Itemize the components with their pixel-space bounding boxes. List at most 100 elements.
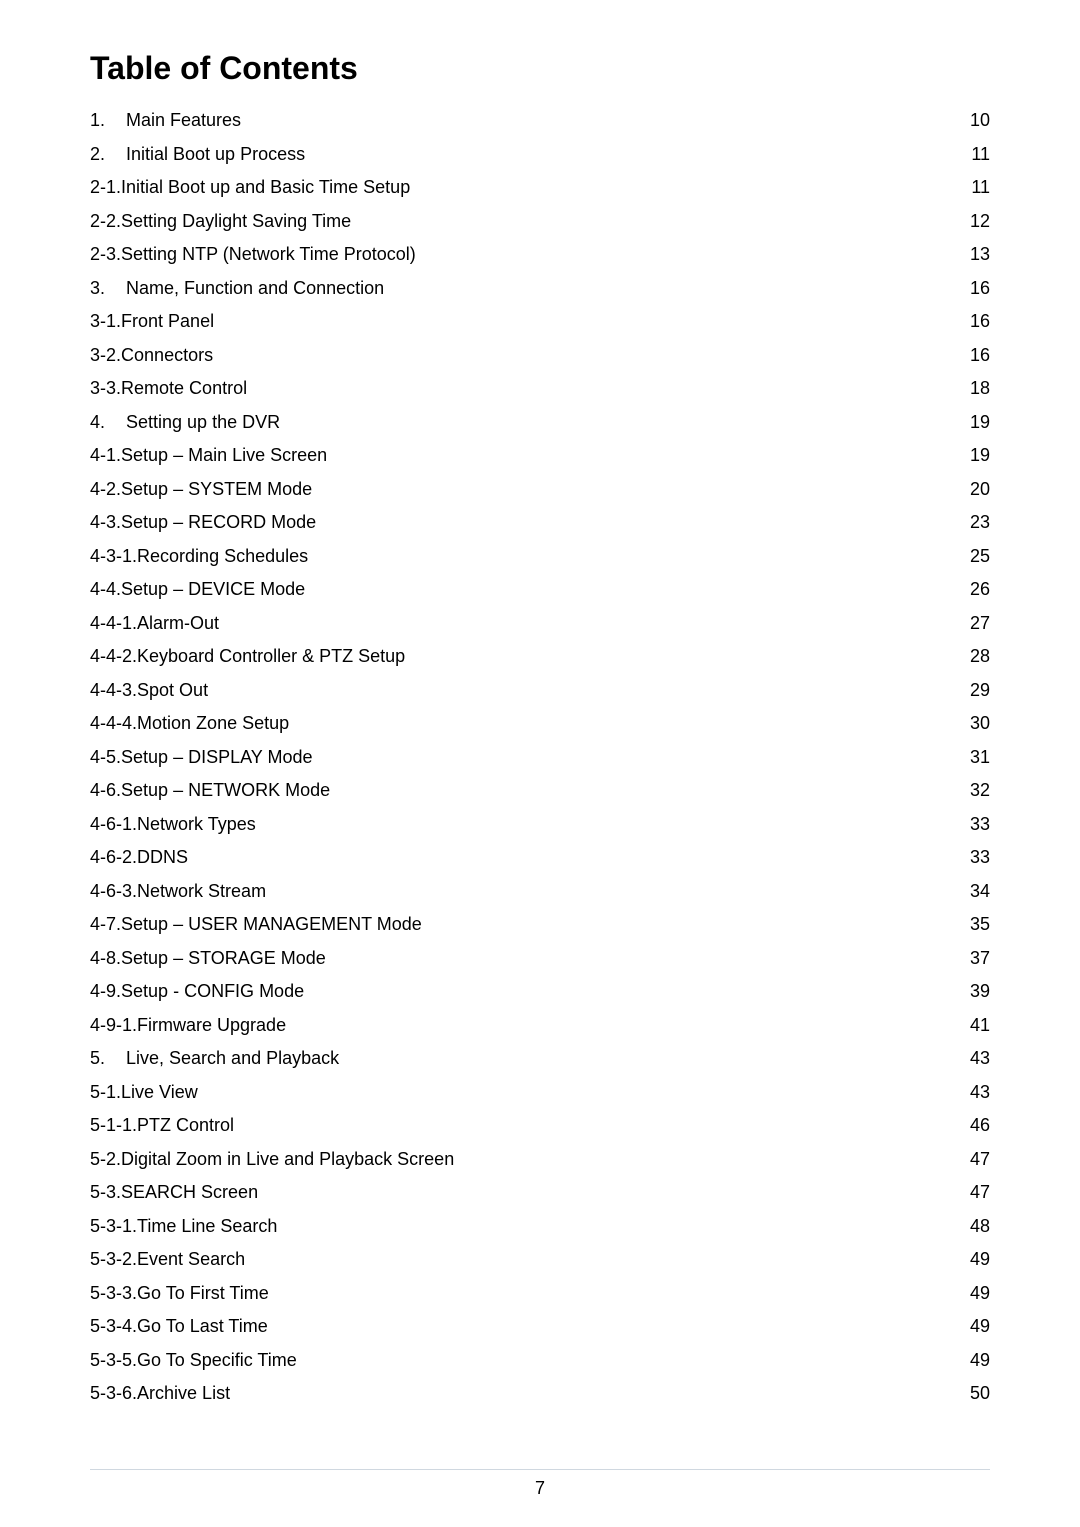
toc-entry-label: Keyboard Controller & PTZ Setup [137, 647, 405, 665]
toc-entry-number: 4-3. [90, 513, 121, 531]
toc-entry-page: 33 [964, 815, 990, 833]
toc-row: 2-2. Setting Daylight Saving Time12 [90, 212, 990, 230]
toc-entry-number: 4-4-3. [90, 681, 137, 699]
toc-entry-number: 4-2. [90, 480, 121, 498]
toc-entry-number: 2. [90, 145, 126, 163]
toc-entry-label: Setup – Main Live Screen [121, 446, 327, 464]
toc-entry-label: Setup – STORAGE Mode [121, 949, 326, 967]
toc-entry-page: 31 [964, 748, 990, 766]
toc-entry-label: Front Panel [121, 312, 214, 330]
toc-row: 5-1-1. PTZ Control46 [90, 1116, 990, 1134]
toc-entry-number: 5-3-5. [90, 1351, 137, 1369]
toc-entry-page: 49 [964, 1284, 990, 1302]
toc-entry-number: 4-6-1. [90, 815, 137, 833]
toc-entry-number: 5-1-1. [90, 1116, 137, 1134]
toc-row: 4-6-3. Network Stream34 [90, 882, 990, 900]
toc-row: 4-9. Setup - CONFIG Mode 39 [90, 982, 990, 1000]
toc-entry-page: 16 [964, 346, 990, 364]
toc-entry-label: Go To Last Time [137, 1317, 268, 1335]
toc-entry-number: 5-3-6. [90, 1384, 137, 1402]
table-of-contents: 1.Main Features 10 2.Initial Boot up Proc… [90, 111, 990, 1402]
toc-entry-page: 18 [964, 379, 990, 397]
toc-entry-page: 19 [964, 413, 990, 431]
toc-entry-page: 39 [964, 982, 990, 1000]
toc-row: 5-3-3. Go To First Time 49 [90, 1284, 990, 1302]
toc-entry-page: 37 [964, 949, 990, 967]
toc-entry-page: 16 [964, 279, 990, 297]
toc-row: 4-3. Setup – RECORD Mode 23 [90, 513, 990, 531]
toc-row: 4-4. Setup – DEVICE Mode26 [90, 580, 990, 598]
toc-entry-number: 4-4-1. [90, 614, 137, 632]
toc-entry-page: 26 [964, 580, 990, 598]
toc-row: 1.Main Features 10 [90, 111, 990, 129]
toc-entry-page: 27 [964, 614, 990, 632]
toc-entry-page: 11 [964, 178, 990, 196]
toc-row: 5-3-2. Event Search 49 [90, 1250, 990, 1268]
toc-entry-label: SEARCH Screen [121, 1183, 258, 1201]
page-title: Table of Contents [90, 50, 990, 87]
toc-entry-number: 4-7. [90, 915, 121, 933]
toc-row: 4-6-2. DDNS33 [90, 848, 990, 866]
toc-row: 4-5. Setup – DISPLAY Mode 31 [90, 748, 990, 766]
toc-row: 5-3-5. Go To Specific Time 49 [90, 1351, 990, 1369]
toc-entry-label: Archive List [137, 1384, 230, 1402]
toc-entry-label: Alarm-Out [137, 614, 219, 632]
toc-entry-page: 16 [964, 312, 990, 330]
page-number: 7 [535, 1478, 545, 1498]
toc-entry-number: 5-3-4. [90, 1317, 137, 1335]
toc-entry-page: 49 [964, 1351, 990, 1369]
toc-entry-page: 20 [964, 480, 990, 498]
toc-entry-number: 5-3. [90, 1183, 121, 1201]
toc-entry-number: 5-1. [90, 1083, 121, 1101]
toc-entry-page: 41 [964, 1016, 990, 1034]
toc-entry-label: Setup – RECORD Mode [121, 513, 316, 531]
toc-row: 3-3. Remote Control 18 [90, 379, 990, 397]
toc-entry-number: 3-2. [90, 346, 121, 364]
toc-entry-label: DDNS [137, 848, 188, 866]
toc-entry-page: 46 [964, 1116, 990, 1134]
toc-entry-page: 23 [964, 513, 990, 531]
toc-entry-label: Event Search [137, 1250, 245, 1268]
toc-entry-page: 33 [964, 848, 990, 866]
toc-entry-number: 2-2. [90, 212, 121, 230]
toc-row: 4-4-3. Spot Out 29 [90, 681, 990, 699]
toc-entry-label: Time Line Search [137, 1217, 277, 1235]
toc-entry-page: 30 [964, 714, 990, 732]
toc-row: 4-8. Setup – STORAGE Mode37 [90, 949, 990, 967]
toc-entry-page: 49 [964, 1250, 990, 1268]
toc-entry-page: 13 [964, 245, 990, 263]
toc-entry-number: 4-6-3. [90, 882, 137, 900]
toc-entry-number: 4-1. [90, 446, 121, 464]
toc-row: 2-1. Initial Boot up and Basic Time Setu… [90, 178, 990, 196]
toc-entry-number: 4. [90, 413, 126, 431]
toc-entry-label: Recording Schedules [137, 547, 308, 565]
toc-entry-label: Go To Specific Time [137, 1351, 297, 1369]
toc-entry-number: 3. [90, 279, 126, 297]
toc-entry-page: 12 [964, 212, 990, 230]
toc-row: 5-3-4. Go To Last Time 49 [90, 1317, 990, 1335]
toc-entry-page: 25 [964, 547, 990, 565]
toc-row: 4-6. Setup – NETWORK Mode 32 [90, 781, 990, 799]
toc-entry-number: 3-3. [90, 379, 121, 397]
toc-entry-number: 4-9-1. [90, 1016, 137, 1034]
page: Table of Contents 1.Main Features 10 2.In… [0, 0, 1080, 1527]
toc-entry-label: Setup – USER MANAGEMENT Mode [121, 915, 422, 933]
toc-entry-label: Live, Search and Playback [126, 1049, 339, 1067]
toc-entry-label: Setup – SYSTEM Mode [121, 480, 312, 498]
toc-row: 2.Initial Boot up Process11 [90, 145, 990, 163]
toc-entry-label: Motion Zone Setup [137, 714, 289, 732]
toc-row: 3-1. Front Panel 16 [90, 312, 990, 330]
page-footer: 7 [90, 1469, 990, 1499]
toc-entry-number: 3-1. [90, 312, 121, 330]
toc-row: 4-3-1. Recording Schedules 25 [90, 547, 990, 565]
toc-entry-label: Remote Control [121, 379, 247, 397]
toc-row: 5-3-1. Time Line Search 48 [90, 1217, 990, 1235]
toc-entry-label: Setup – NETWORK Mode [121, 781, 330, 799]
toc-entry-number: 5-3-2. [90, 1250, 137, 1268]
toc-row: 3.Name, Function and Connection 16 [90, 279, 990, 297]
toc-entry-page: 50 [964, 1384, 990, 1402]
toc-entry-label: Setting up the DVR [126, 413, 280, 431]
toc-row: 4-4-4. Motion Zone Setup30 [90, 714, 990, 732]
toc-entry-label: Setup – DISPLAY Mode [121, 748, 312, 766]
toc-entry-page: 29 [964, 681, 990, 699]
